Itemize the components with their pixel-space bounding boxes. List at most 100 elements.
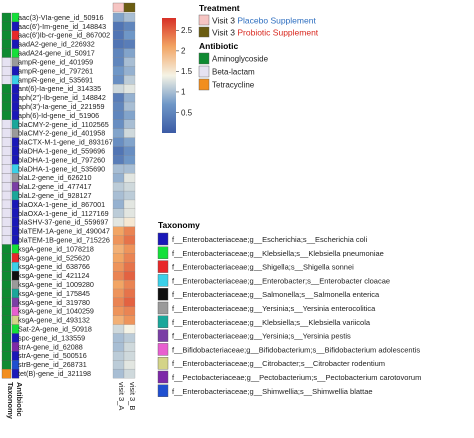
antibiotic-legend: Antibiotic Aminoglycoside Beta-lactam Tetr… [198, 41, 269, 91]
heatmap-cell [112, 155, 125, 165]
heatmap-cell [112, 306, 125, 317]
row-label: blaTEM-1B-gene_id_715226 [18, 236, 110, 245]
heatmap-cell [123, 146, 136, 156]
heatmap-cell [123, 235, 136, 245]
heatmap-cell [112, 66, 125, 76]
color-scale-tick-label: 1.5 [181, 67, 193, 76]
taxonomy-legend: Taxonomy f__Enterobacteriaceae;g__Escher… [157, 220, 421, 397]
antibiotic-annotation-cell [1, 342, 12, 352]
heatmap-cell [112, 12, 125, 23]
antibiotic-annotation-cell [1, 244, 12, 254]
heatmap-cell [123, 164, 136, 174]
heatmap-cell [112, 288, 125, 299]
heatmap-cell [123, 155, 136, 165]
antibiotic-legend-title: Antibiotic [199, 41, 238, 51]
heatmap-cell [123, 119, 136, 130]
heatmap-cell [123, 324, 136, 334]
taxonomy-legend-label: f__Bifidobacteriaceae;g__Bifidobacterium… [172, 345, 420, 354]
taxonomy-legend-label: f__Enterobacteriaceae;g__Citrobacter;s__… [172, 359, 385, 368]
taxonomy-legend-label: f__Enterobacteriaceae;g__Klebsiella;s__K… [172, 318, 371, 327]
antibiotic-annotation-cell [1, 324, 12, 334]
antibiotic-legend-label: Tetracycline [212, 81, 255, 90]
row-label: aac(6')-Im-gene_id_148843 [18, 22, 106, 31]
heatmap-cell [123, 12, 136, 23]
row-label: blaDHA-1-gene_id_797260 [18, 155, 105, 164]
heatmap-cell [112, 110, 125, 121]
taxonomy-swatch [157, 246, 169, 260]
heatmap-cell [123, 368, 136, 379]
treatment-annotation-cell [123, 2, 136, 13]
heatmap-cell [112, 297, 125, 308]
column-label: visit 3_B [128, 382, 137, 410]
heatmap-cell [123, 137, 136, 147]
heatmap-cell [112, 342, 125, 352]
treatment-legend-title: Treatment [199, 3, 240, 13]
heatmap-cell [123, 182, 136, 192]
row-label: blaL2-gene_id_928127 [18, 191, 92, 200]
antibiotic-annotation-cell [1, 12, 12, 23]
annotation-track-label: Antibiotic [15, 382, 24, 417]
treatment-swatch [198, 26, 210, 38]
antibiotic-legend-label: Beta-lactam [212, 68, 255, 77]
heatmap-cell [112, 30, 125, 41]
heatmap-cell [112, 226, 125, 236]
row-label: blaCMY-2-gene_id_401958 [18, 129, 105, 138]
treatment-legend: Treatment Visit 3 Placebo Supplement Visi… [198, 3, 319, 38]
heatmap-cell [123, 279, 136, 290]
antibiotic-swatch [198, 52, 210, 65]
antibiotic-annotation-cell [1, 226, 12, 237]
row-label: Sat-2A-gene_id_50918 [18, 325, 92, 334]
heatmap-cell [123, 92, 136, 103]
taxonomy-legend-title: Taxonomy [158, 220, 200, 230]
antibiotic-annotation-cell [1, 84, 12, 94]
heatmap-cell [123, 226, 136, 236]
taxonomy-swatch [157, 329, 169, 342]
annotation-track-label: Taxonomy [6, 382, 15, 420]
row-label: blaOXA-1-gene_id_867001 [18, 200, 105, 209]
antibiotic-annotation-cell [1, 146, 12, 156]
color-scale-tick-label: 0.5 [181, 108, 193, 117]
antibiotic-annotation-cell [1, 217, 12, 228]
antibiotic-annotation-cell [1, 315, 12, 326]
treatment-swatch [198, 14, 210, 26]
row-label: spc-gene_id_133559 [18, 333, 85, 342]
heatmap-cell [123, 208, 136, 219]
color-scale-tick-label: 2 [181, 47, 186, 56]
row-label: strA-gene_id_500516 [18, 351, 87, 360]
heatmap-cell [123, 173, 136, 183]
taxonomy-legend-label: f__Pectobacteriaceae;g__Pectobacterium;s… [172, 373, 421, 382]
heatmap-cell [112, 368, 125, 379]
row-label: ant(6)-Ia-gene_id_314335 [18, 84, 101, 93]
heatmap-cell [112, 48, 125, 58]
heatmap-cell [112, 173, 125, 183]
row-label: ksgA-gene_id_525620 [18, 253, 90, 262]
heatmap-cell [123, 262, 136, 272]
row-label: ampR-gene_id_401959 [18, 57, 93, 66]
row-label: blaTEM-1A-gene_id_490047 [18, 227, 110, 236]
heatmap-cell [112, 279, 125, 290]
antibiotic-annotation-cell [1, 181, 12, 192]
heatmap-cell [112, 351, 125, 361]
taxonomy-swatch [157, 301, 169, 315]
heatmap-cell [123, 30, 136, 41]
heatmap-cell [123, 297, 136, 308]
antibiotic-annotation-cell [1, 306, 12, 317]
heatmap-cell [123, 253, 136, 263]
antibiotic-annotation-cell [1, 279, 12, 290]
row-label: ampR-gene_id_797261 [18, 66, 93, 75]
antibiotic-annotation-cell [1, 110, 12, 121]
antibiotic-annotation-cell [1, 360, 12, 370]
heatmap-cell [123, 48, 136, 58]
antibiotic-annotation-cell [1, 128, 12, 139]
heatmap-cell [112, 333, 125, 343]
taxonomy-legend-label: f__Enterobacteriaceae;g__Shimwellia;s__S… [172, 387, 373, 396]
row-label: aac(3)-VIa-gene_id_50916 [18, 13, 104, 22]
antibiotic-annotation-cell [1, 137, 12, 147]
antibiotic-annotation-cell [1, 164, 12, 174]
heatmap-cell [123, 84, 136, 94]
antibiotic-legend-label: Aminoglycoside [212, 55, 269, 64]
treatment-annotation-cell [112, 2, 125, 13]
heatmap-cell [123, 217, 136, 227]
taxonomy-swatch [157, 343, 169, 356]
